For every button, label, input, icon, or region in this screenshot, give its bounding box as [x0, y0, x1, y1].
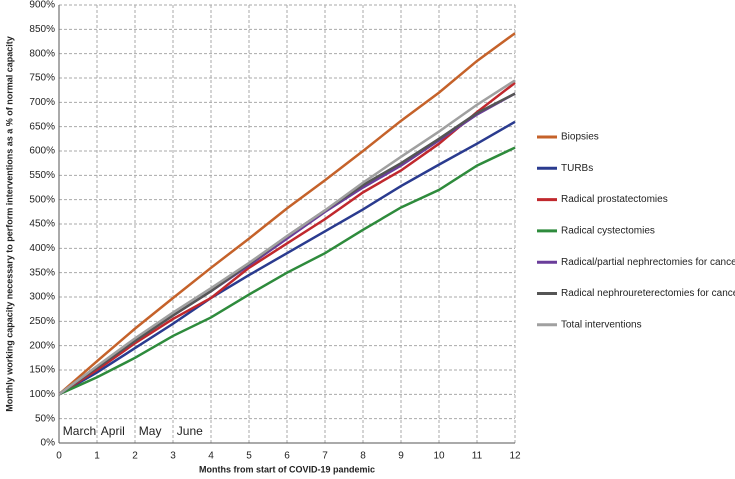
x-tick-label: 6	[284, 451, 290, 462]
x-tick-label: 5	[246, 451, 252, 462]
series-line	[58, 79, 516, 396]
legend-label: Radical cystectomies	[561, 226, 655, 237]
y-tick-label: 450%	[29, 219, 55, 230]
series-line	[58, 81, 516, 396]
legend-label: Radical/partial nephrectomies for cancer	[561, 257, 735, 268]
y-tick-label: 150%	[29, 365, 55, 376]
y-tick-label: 200%	[29, 340, 55, 351]
y-tick-label: 900%	[29, 0, 55, 11]
y-tick-label: 600%	[29, 146, 55, 157]
annotation: May	[139, 424, 162, 438]
legend-label: TURBs	[561, 163, 593, 174]
x-tick-label: 1	[94, 451, 100, 462]
y-tick-label: 700%	[29, 97, 55, 108]
x-tick-label: 4	[208, 451, 214, 462]
legend-label: Radical prostatectomies	[561, 194, 668, 205]
y-tick-label: 650%	[29, 121, 55, 132]
x-tick-label: 2	[132, 451, 138, 462]
annotation: June	[177, 424, 203, 438]
y-tick-label: 250%	[29, 316, 55, 327]
series-line	[58, 120, 516, 396]
legend-label: Total interventions	[561, 319, 642, 330]
y-tick-label: 50%	[35, 413, 55, 424]
x-tick-label: 7	[322, 451, 328, 462]
y-tick-label: 0%	[41, 438, 56, 449]
annotation: March	[63, 424, 96, 438]
y-axis-label: Monthly working capacity necessary to pe…	[4, 36, 14, 412]
y-tick-label: 500%	[29, 194, 55, 205]
series-line	[58, 32, 516, 396]
x-tick-label: 11	[472, 451, 483, 462]
x-tick-label: 9	[398, 451, 404, 462]
legend-label: Radical nephroureterectomies for cancer	[561, 288, 735, 299]
y-tick-label: 300%	[29, 292, 55, 303]
legend-label: Biopsies	[561, 132, 599, 143]
y-tick-label: 800%	[29, 48, 55, 59]
y-tick-label: 750%	[29, 73, 55, 84]
y-tick-label: 550%	[29, 170, 55, 181]
x-tick-label: 10	[433, 451, 445, 462]
x-tick-label: 12	[509, 451, 521, 462]
y-tick-label: 400%	[29, 243, 55, 254]
x-tick-label: 0	[56, 451, 62, 462]
x-axis-label: Months from start of COVID-19 pandemic	[199, 464, 375, 474]
y-tick-label: 100%	[29, 389, 55, 400]
x-tick-label: 3	[170, 451, 176, 462]
y-tick-label: 850%	[29, 24, 55, 35]
series-line	[58, 146, 516, 396]
y-tick-label: 350%	[29, 267, 55, 278]
annotation: April	[101, 424, 125, 438]
x-tick-label: 8	[360, 451, 366, 462]
